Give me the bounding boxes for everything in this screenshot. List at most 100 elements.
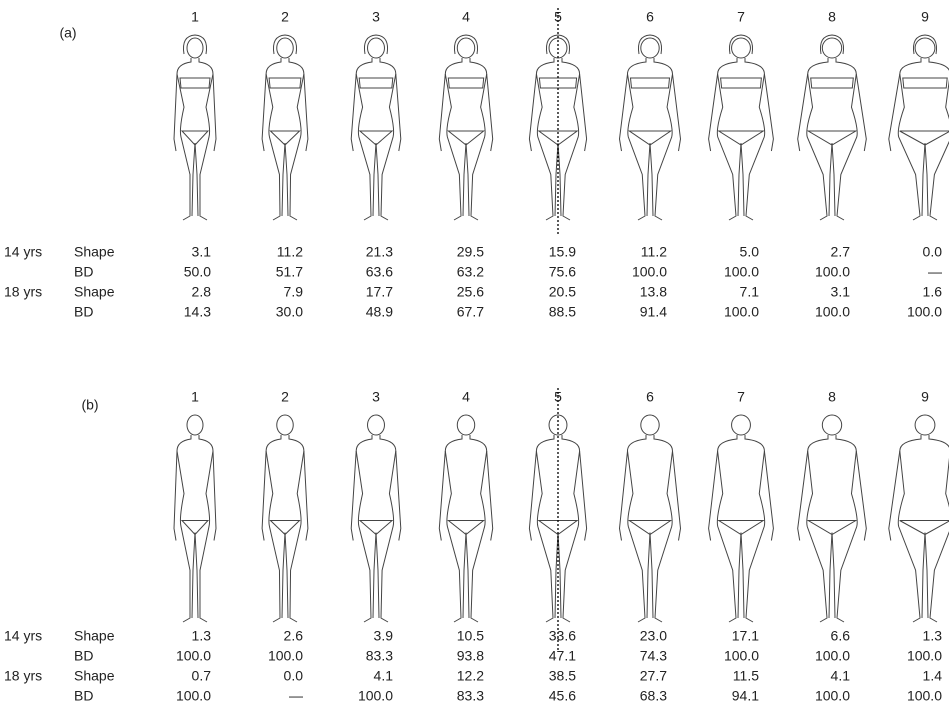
value: 13.8 xyxy=(640,284,667,300)
value: 5.0 xyxy=(740,244,760,260)
underwear xyxy=(900,521,949,535)
torso xyxy=(266,435,304,622)
body-figure xyxy=(439,35,492,220)
top xyxy=(721,78,762,88)
figure-number: 8 xyxy=(828,389,836,405)
body-figure xyxy=(620,415,681,622)
value: 94.1 xyxy=(732,688,759,704)
value: 0.7 xyxy=(192,668,212,684)
head xyxy=(187,38,203,58)
value: 88.5 xyxy=(549,304,576,320)
underwear xyxy=(270,521,299,535)
body-figure xyxy=(262,415,308,622)
head xyxy=(457,415,474,435)
figure-number: 9 xyxy=(921,389,929,405)
body-figure xyxy=(798,35,867,220)
underwear xyxy=(629,521,670,535)
value: 51.7 xyxy=(276,264,303,280)
measure-label: BD xyxy=(74,688,93,704)
figure-number: 3 xyxy=(372,389,380,405)
value: 100.0 xyxy=(815,648,850,664)
value: 1.3 xyxy=(192,628,212,644)
figure-number: 2 xyxy=(281,9,289,25)
head xyxy=(915,38,935,58)
body-figure xyxy=(620,35,681,220)
torso xyxy=(177,435,213,622)
head xyxy=(822,415,841,435)
value: 93.8 xyxy=(457,648,484,664)
value: 17.7 xyxy=(366,284,393,300)
body-figure xyxy=(351,35,401,220)
value: 100.0 xyxy=(724,648,759,664)
underwear xyxy=(900,131,949,145)
value: 23.0 xyxy=(640,628,667,644)
value: 12.2 xyxy=(457,668,484,684)
panel-label: (a) xyxy=(59,25,76,41)
body-figure xyxy=(798,415,867,622)
underwear xyxy=(448,131,483,145)
value: 6.6 xyxy=(831,628,851,644)
arms xyxy=(262,451,308,541)
figure: (a)12345678914 yrsShape3.111.221.329.515… xyxy=(0,0,949,710)
value: 100.0 xyxy=(632,264,667,280)
value: 29.5 xyxy=(457,244,484,260)
torso xyxy=(807,58,857,220)
body-figure xyxy=(709,35,774,220)
body-figure xyxy=(174,35,216,220)
figure-number: 7 xyxy=(737,9,745,25)
value: 25.6 xyxy=(457,284,484,300)
figure-number: 9 xyxy=(921,9,929,25)
head xyxy=(187,415,203,435)
value: 4.1 xyxy=(374,668,394,684)
underwear xyxy=(808,521,856,535)
underwear xyxy=(808,131,856,145)
body-figure xyxy=(889,35,949,220)
value: 1.3 xyxy=(923,628,943,644)
torso xyxy=(717,435,764,622)
value: 100.0 xyxy=(815,264,850,280)
top xyxy=(448,78,483,88)
head xyxy=(641,415,659,435)
value: 0.0 xyxy=(284,668,304,684)
value: 2.6 xyxy=(284,628,304,644)
age-label: 14 yrs xyxy=(4,244,42,260)
figure-number: 7 xyxy=(737,389,745,405)
value: 100.0 xyxy=(358,688,393,704)
value: 63.2 xyxy=(457,264,484,280)
body-figure xyxy=(262,35,308,220)
value: 100.0 xyxy=(815,688,850,704)
value: 68.3 xyxy=(640,688,667,704)
underwear xyxy=(182,131,208,145)
value: 100.0 xyxy=(815,304,850,320)
underwear xyxy=(270,131,299,145)
arms xyxy=(798,451,867,541)
underwear xyxy=(360,521,392,535)
head xyxy=(277,38,293,58)
underwear xyxy=(629,131,670,145)
panel-label: (b) xyxy=(81,397,98,413)
torso xyxy=(356,58,396,220)
figure-number: 2 xyxy=(281,389,289,405)
torso xyxy=(356,435,396,622)
value: 100.0 xyxy=(907,304,942,320)
figure-number: 4 xyxy=(462,9,470,25)
value: 11.2 xyxy=(641,244,667,260)
measure-label: Shape xyxy=(74,244,115,260)
value: 63.6 xyxy=(366,264,393,280)
head xyxy=(641,38,659,58)
top xyxy=(903,78,947,88)
underwear xyxy=(719,521,763,535)
figure-number: 8 xyxy=(828,9,836,25)
arms xyxy=(620,74,681,151)
age-label: 14 yrs xyxy=(4,628,42,644)
value: 11.5 xyxy=(733,668,759,684)
measure-label: Shape xyxy=(74,628,115,644)
value: — xyxy=(928,264,942,280)
value: 75.6 xyxy=(549,264,576,280)
value: 15.9 xyxy=(549,244,576,260)
value: 91.4 xyxy=(640,304,667,320)
torso xyxy=(445,58,486,220)
value: 0.0 xyxy=(923,244,943,260)
underwear xyxy=(719,131,763,145)
torso xyxy=(807,435,857,622)
